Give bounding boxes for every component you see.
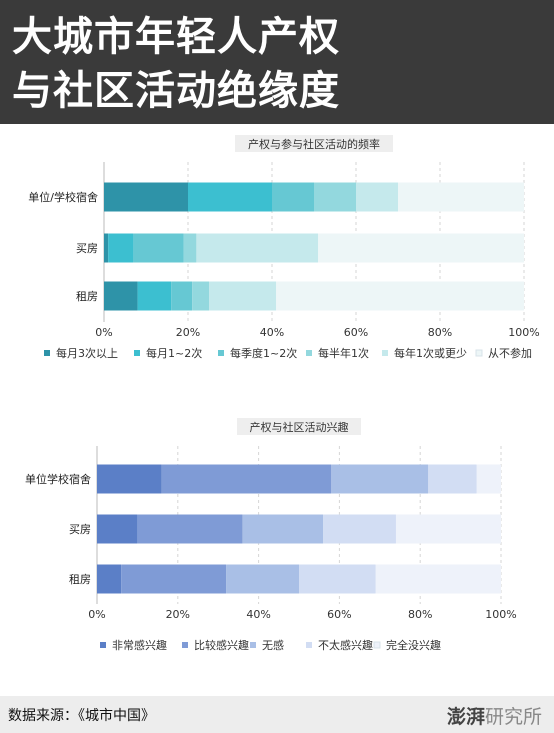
bar-segment xyxy=(183,233,197,263)
legend-label: 每月1~2次 xyxy=(146,346,202,360)
footer: 数据来源：《城市中国》 澎湃研究所 xyxy=(0,696,554,733)
tick-label: 80% xyxy=(408,608,432,621)
bar-segment xyxy=(209,281,277,311)
legend-swatch xyxy=(382,350,388,356)
chart-title: 产权与社区活动兴趣 xyxy=(250,420,349,434)
category-label: 买房 xyxy=(76,242,98,255)
bar-segment xyxy=(104,182,188,212)
tick-label: 0% xyxy=(95,326,112,339)
brand-name: 澎湃 xyxy=(446,706,485,728)
bar-segment xyxy=(188,182,272,212)
category-label: 单位/学校宿舍 xyxy=(28,190,98,204)
tick-label: 80% xyxy=(428,326,452,339)
bar-segment xyxy=(375,564,501,594)
data-source: 数据来源：《城市中国》 xyxy=(8,708,155,724)
legend-label: 每半年1次 xyxy=(318,346,369,360)
legend-label: 比较感兴趣 xyxy=(194,638,249,652)
legend-swatch xyxy=(306,350,312,356)
bar-segment xyxy=(276,281,524,311)
legend-label: 完全没兴趣 xyxy=(386,638,441,652)
chart-title-box xyxy=(235,135,393,152)
headline-line-1: 大城市年轻人产权 xyxy=(12,14,340,60)
tick-label: 60% xyxy=(327,608,351,621)
legend-swatch xyxy=(182,642,188,648)
bar-segment xyxy=(428,464,477,494)
category-label: 单位学校宿舍 xyxy=(25,472,91,486)
legend-swatch xyxy=(218,350,224,356)
bar-segment xyxy=(171,281,193,311)
legend-swatch xyxy=(100,642,106,648)
tick-label: 20% xyxy=(176,326,200,339)
legend-swatch xyxy=(475,349,483,357)
bar-segment xyxy=(356,182,398,212)
bar-segment xyxy=(476,464,501,494)
bar-segment xyxy=(137,514,243,544)
bar-segment xyxy=(133,233,184,263)
bar-segment xyxy=(398,182,524,212)
legend-swatch xyxy=(134,350,140,356)
bar-segment xyxy=(226,564,299,594)
bar-segment xyxy=(299,564,376,594)
bar-segment xyxy=(137,281,172,311)
chart-1: 产权与参与社区活动的频率 0% 20% 40% 60% 80% 100% 单位/学校宿舍买房租… xyxy=(28,135,540,360)
legend-swatch xyxy=(373,641,381,649)
tick-label: 100% xyxy=(508,326,539,339)
legend-label: 每月3次以上 xyxy=(56,346,118,360)
tick-label: 20% xyxy=(166,608,190,621)
legend-swatch xyxy=(306,642,312,648)
bar-segment xyxy=(314,182,356,212)
bar-segment xyxy=(318,233,524,263)
legend-label: 非常感兴趣 xyxy=(112,638,167,652)
bar-segment xyxy=(331,464,429,494)
legend-label: 从不参加 xyxy=(488,346,532,360)
bar-segment xyxy=(121,564,227,594)
bar-segment xyxy=(323,514,396,544)
category-label: 买房 xyxy=(69,523,91,536)
legend-label: 每年1次或更少 xyxy=(394,346,467,360)
bar-segment xyxy=(192,281,209,311)
chart-title: 产权与参与社区活动的频率 xyxy=(248,137,380,151)
legend-label: 无感 xyxy=(262,639,284,652)
tick-label: 40% xyxy=(246,608,270,621)
bar-segment xyxy=(97,514,138,544)
category-label: 租房 xyxy=(69,573,91,586)
chart-title-box xyxy=(237,418,361,435)
tick-label: 60% xyxy=(344,326,368,339)
category-label: 租房 xyxy=(76,290,98,303)
brand-logo: 澎湃研究所 xyxy=(447,702,542,729)
tick-label: 100% xyxy=(485,608,516,621)
tick-label: 0% xyxy=(88,608,105,621)
chart-2: 产权与社区活动兴趣 0% 20% 40% 60% 80% 100% 单位学校宿舍买房租房非常感… xyxy=(25,418,517,652)
brand-suffix: 研究所 xyxy=(484,706,542,728)
bar-segment xyxy=(161,464,332,494)
legend-label: 不太感兴趣 xyxy=(318,638,373,652)
chart-panel: 产权与参与社区活动的频率 0% 20% 40% 60% 80% 100% 单位/学校宿舍 买房租… xyxy=(0,124,554,696)
bar-segment xyxy=(97,464,162,494)
bar-segment xyxy=(104,281,138,311)
bar-segment xyxy=(272,182,314,212)
legend-swatch xyxy=(250,642,256,648)
bar-segment xyxy=(395,514,501,544)
headline-line-2: 与社区活动绝缘度 xyxy=(12,68,340,114)
tick-label: 40% xyxy=(260,326,284,339)
bar-segment xyxy=(108,233,134,263)
bar-segment xyxy=(242,514,324,544)
bar-segment xyxy=(196,233,319,263)
bar-segment xyxy=(104,233,109,263)
bar-segment xyxy=(97,564,122,594)
legend-label: 每季度1~2次 xyxy=(230,346,297,360)
headline: 大城市年轻人产权 与社区活动绝缘度 xyxy=(12,10,340,118)
legend-swatch xyxy=(44,350,50,356)
